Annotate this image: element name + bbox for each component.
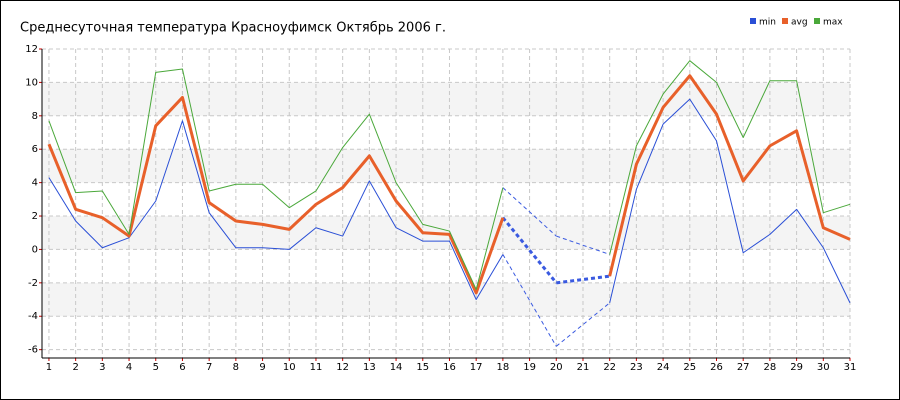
series-line (609, 98, 851, 304)
x-tick-label: 25 (683, 362, 696, 373)
x-tick-label: 9 (259, 362, 265, 373)
x-tick-label: 11 (310, 362, 323, 373)
y-tick-label: 6 (32, 144, 38, 155)
x-tick-label: 19 (523, 362, 536, 373)
y-tick-label: 2 (32, 211, 38, 222)
legend-swatch (782, 18, 788, 24)
x-tick-label: 16 (443, 362, 456, 373)
x-tick-label: 7 (206, 362, 212, 373)
x-tick-label: 24 (657, 362, 670, 373)
legend-label: max (823, 18, 843, 28)
grid-band (42, 282, 850, 317)
grid-band (42, 149, 850, 183)
x-tick-label: 15 (416, 362, 429, 373)
y-tick-label: -4 (28, 311, 38, 322)
x-tick-label: 29 (790, 362, 803, 373)
x-tick-label: 26 (710, 362, 723, 373)
y-tick-label: -6 (28, 345, 38, 356)
gap-connector (501, 216, 558, 284)
x-tick-label: 22 (603, 362, 616, 373)
x-tick-label: 12 (336, 362, 349, 373)
legend-swatch (750, 18, 756, 24)
x-tick-label: 18 (497, 362, 510, 373)
series-line (608, 74, 851, 277)
x-tick-label: 8 (233, 362, 239, 373)
y-tick-label: 10 (25, 77, 38, 88)
gap-connector (556, 274, 610, 285)
gap-connector (556, 235, 610, 255)
x-tick-label: 27 (737, 362, 750, 373)
gap-connector (555, 302, 610, 347)
y-tick-label: 0 (32, 244, 38, 255)
gap-connector (502, 254, 557, 347)
x-tick-label: 28 (764, 362, 777, 373)
x-tick-label: 2 (72, 362, 78, 373)
legend-label: min (759, 18, 776, 28)
legend-swatch (814, 18, 820, 24)
legend-label: avg (791, 18, 808, 28)
grid-band (42, 82, 850, 116)
y-tick-label: -2 (28, 278, 38, 289)
y-tick-label: 8 (32, 111, 38, 122)
chart-title: Среднесуточная температура Красноуфимск … (20, 21, 446, 36)
y-tick-label: 12 (25, 44, 38, 55)
x-tick-label: 30 (817, 362, 830, 373)
y-tick-label: 4 (32, 178, 38, 189)
x-tick-label: 13 (363, 362, 376, 373)
x-tick-label: 31 (844, 362, 857, 373)
series-line (48, 120, 504, 301)
x-tick-label: 3 (99, 362, 105, 373)
x-tick-label: 17 (470, 362, 483, 373)
x-tick-label: 6 (179, 362, 185, 373)
x-tick-label: 14 (390, 362, 403, 373)
gap-connector (502, 187, 557, 237)
series-line (48, 68, 504, 291)
x-tick-label: 4 (126, 362, 132, 373)
x-tick-label: 5 (153, 362, 159, 373)
series-line (47, 95, 505, 295)
x-tick-label: 1 (46, 362, 52, 373)
x-tick-label: 20 (550, 362, 563, 373)
x-tick-label: 10 (283, 362, 296, 373)
x-tick-label: 23 (630, 362, 643, 373)
x-tick-label: 21 (577, 362, 590, 373)
series-line (609, 60, 851, 255)
